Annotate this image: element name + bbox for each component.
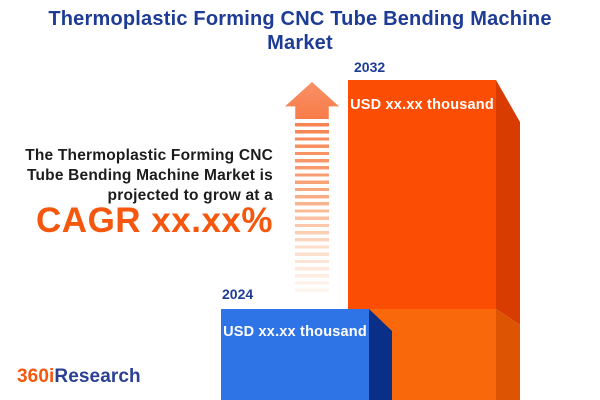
- bar-2024-side: [369, 309, 392, 400]
- bar-2024: [221, 309, 392, 400]
- cagr-value: CAGR xx.xx%: [36, 201, 273, 240]
- page-title: Thermoplastic Forming CNC Tube Bending M…: [0, 7, 600, 55]
- growth-up-arrow-icon: [285, 82, 339, 119]
- description-line2: Tube Bending Machine Market is: [26, 167, 273, 184]
- bar-2032-value-label: USD xx.xx thousand: [350, 97, 494, 113]
- bar-2024-front: [221, 309, 369, 400]
- description-line3: projected to grow at a: [107, 187, 273, 204]
- brand-logo: 360iResearch: [17, 367, 141, 387]
- bar-2032-side-top: [496, 80, 520, 325]
- page-title-line2: Market: [267, 32, 333, 54]
- growth-arrow-dashed-tail-icon: [295, 123, 329, 295]
- bar-2024-year-label: 2024: [222, 286, 254, 302]
- brand-logo-360i: 360i: [17, 366, 55, 387]
- bar-2032-side-bottom: [496, 309, 520, 400]
- market-description: The Thermoplastic Forming CNC Tube Bendi…: [13, 146, 273, 206]
- page-title-line1: Thermoplastic Forming CNC Tube Bending M…: [48, 8, 552, 30]
- bar-2032-front-top: [348, 80, 496, 309]
- brand-logo-research: Research: [54, 366, 141, 387]
- bar-2032-year-label: 2032: [354, 59, 386, 75]
- bar-2024-value-label: USD xx.xx thousand: [223, 324, 367, 340]
- description-line1: The Thermoplastic Forming CNC: [25, 147, 273, 164]
